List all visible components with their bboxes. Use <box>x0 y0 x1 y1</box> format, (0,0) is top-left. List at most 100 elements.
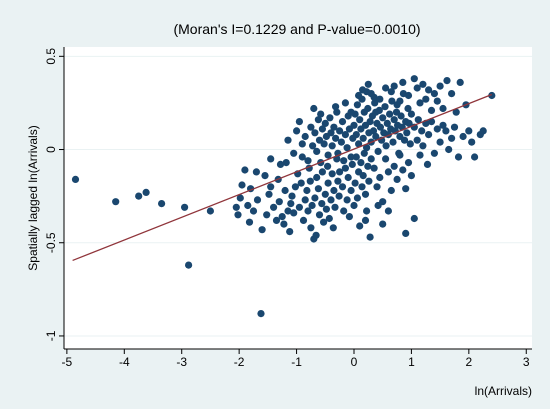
data-point <box>314 185 322 193</box>
data-point <box>318 125 326 133</box>
data-point <box>336 127 344 135</box>
data-point <box>353 101 361 109</box>
data-point <box>450 123 459 131</box>
data-point <box>335 192 343 200</box>
data-point <box>330 123 338 131</box>
data-point <box>459 132 467 141</box>
data-point <box>347 153 355 161</box>
data-point <box>257 310 265 318</box>
data-point <box>366 233 374 241</box>
data-point <box>244 201 252 210</box>
data-point <box>270 203 278 211</box>
data-point <box>407 172 415 180</box>
fit-line-group <box>72 93 493 262</box>
x-tick-label: 3 <box>523 355 530 369</box>
data-point <box>332 103 340 111</box>
data-point <box>311 194 319 202</box>
data-point <box>416 99 424 107</box>
x-tick-label: 2 <box>465 355 472 369</box>
data-point <box>286 228 294 236</box>
data-point <box>350 201 358 210</box>
data-point <box>307 224 315 232</box>
y-tick-label: -1 <box>44 330 58 341</box>
data-point <box>324 162 332 170</box>
data-point <box>284 136 292 144</box>
data-point <box>363 207 371 215</box>
data-point <box>303 186 311 195</box>
data-point <box>317 110 325 118</box>
data-point <box>321 190 329 198</box>
data-point <box>263 211 271 219</box>
data-point <box>399 78 407 86</box>
data-point <box>351 179 359 187</box>
data-point <box>245 218 254 226</box>
x-tick-label: 1 <box>408 355 415 369</box>
data-point <box>298 153 306 161</box>
data-point <box>275 198 283 206</box>
data-point <box>359 172 367 180</box>
data-point <box>423 160 432 168</box>
data-point <box>135 192 143 200</box>
x-tick-label: -5 <box>62 355 73 369</box>
data-point <box>419 142 427 150</box>
data-point <box>328 170 336 178</box>
data-point <box>358 183 366 191</box>
data-point <box>387 186 395 195</box>
data-point <box>366 118 374 126</box>
data-point <box>416 151 424 159</box>
data-point <box>306 177 314 185</box>
data-point <box>427 106 436 114</box>
data-point <box>232 203 240 211</box>
data-point <box>403 129 411 137</box>
data-point <box>410 214 418 223</box>
data-point <box>345 213 353 221</box>
data-point <box>322 205 330 213</box>
data-point <box>290 209 298 217</box>
data-point <box>327 196 335 204</box>
data-point <box>382 84 390 92</box>
data-point <box>452 108 460 116</box>
data-point <box>344 173 352 182</box>
data-point <box>267 155 275 163</box>
data-point <box>448 90 456 98</box>
data-point <box>418 127 426 135</box>
grid-lines <box>64 55 532 337</box>
data-point <box>430 149 438 157</box>
data-point <box>400 136 409 144</box>
data-point <box>364 162 372 170</box>
data-point <box>158 200 166 208</box>
data-point <box>341 131 349 139</box>
data-point <box>479 127 487 135</box>
data-point <box>406 140 414 148</box>
y-axis-label: Spatially lagged ln(Arrivals) <box>26 125 40 270</box>
data-point <box>436 138 444 146</box>
data-point <box>390 162 398 170</box>
data-point <box>425 131 433 139</box>
data-point <box>304 207 312 215</box>
data-point <box>383 119 391 127</box>
data-point <box>376 95 384 103</box>
data-point <box>468 138 476 146</box>
data-point <box>387 88 395 96</box>
data-point <box>301 132 309 141</box>
data-point <box>364 104 372 113</box>
data-point <box>347 186 355 195</box>
x-tick-label: -2 <box>234 355 245 369</box>
data-point <box>389 138 397 146</box>
data-point <box>390 82 398 90</box>
data-point <box>352 153 360 161</box>
data-point <box>291 183 299 191</box>
data-point <box>443 77 451 85</box>
data-point <box>318 168 326 176</box>
data-point <box>336 168 344 176</box>
data-point <box>402 185 410 193</box>
data-point <box>311 129 319 137</box>
data-point <box>369 127 378 135</box>
data-point <box>341 164 349 172</box>
data-point <box>288 192 296 200</box>
data-point <box>404 91 413 100</box>
data-point <box>396 97 404 105</box>
data-point <box>386 110 394 118</box>
data-point <box>379 220 387 228</box>
